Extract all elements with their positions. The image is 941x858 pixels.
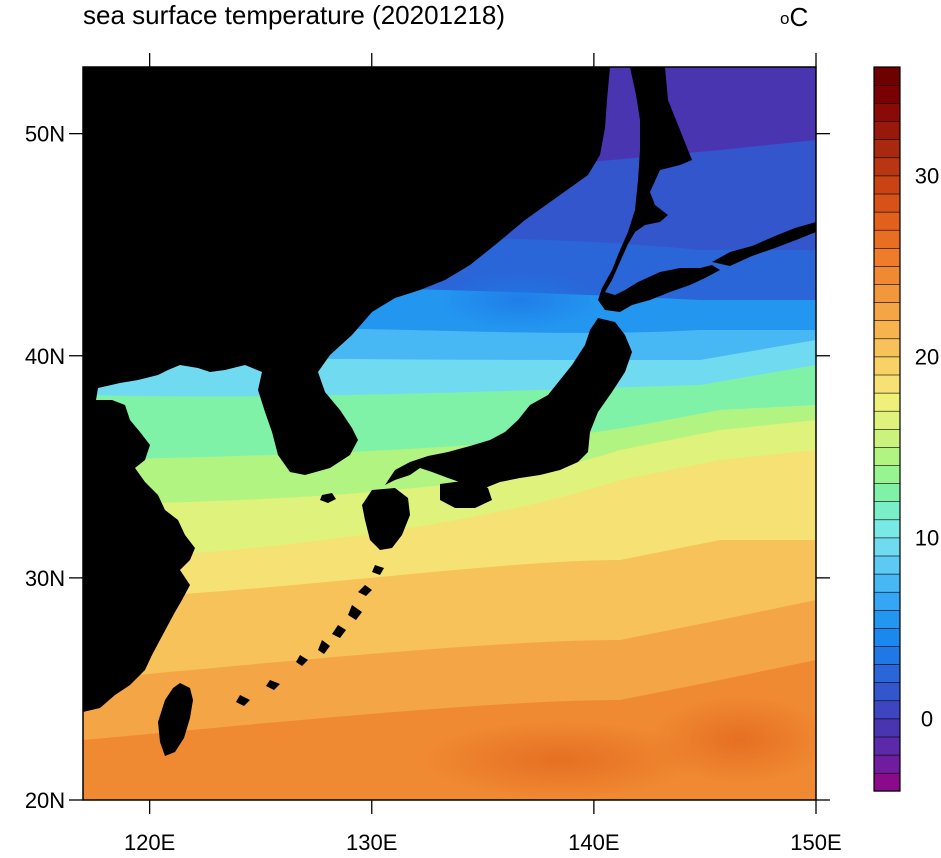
land-masses [83, 67, 816, 756]
land-ryukyu-islands [236, 565, 384, 706]
colorbar-bin [873, 374, 901, 394]
colorbar-bin [873, 627, 901, 647]
colorbar [873, 66, 901, 792]
colorbar-bin [873, 754, 901, 774]
lat-tick-label: 30N [25, 566, 65, 591]
colorbar-bin [873, 591, 901, 611]
colorbar-bin [873, 555, 901, 575]
lon-tick-label: 120E [124, 830, 175, 855]
colorbar-bin [873, 609, 901, 629]
colorbar-bin [873, 211, 901, 231]
colorbar-bin [873, 410, 901, 430]
colorbar-tick-label: 10 [915, 526, 939, 551]
colorbar-bin [873, 301, 901, 321]
colorbar-bin [873, 66, 901, 86]
lat-tick-label: 40N [25, 344, 65, 369]
colorbar-bin [873, 320, 901, 340]
land-shikoku [440, 480, 492, 508]
colorbar-bin [873, 247, 901, 267]
colorbar-bin [873, 428, 901, 448]
lon-tick-label: 150E [790, 830, 841, 855]
land-kuril-islands [712, 222, 816, 266]
latitude-axis: 20N 30N 40N 50N [25, 122, 830, 813]
colorbar-bin [873, 682, 901, 702]
colorbar-bin [873, 501, 901, 521]
colorbar-bin [873, 718, 901, 738]
colorbar-bin [873, 537, 901, 557]
colorbar-bin [873, 645, 901, 665]
land-asia-mainland [83, 67, 610, 712]
land-taiwan [158, 683, 193, 756]
colorbar-ticks: 0 10 20 30 [915, 164, 939, 732]
colorbar-bin [873, 663, 901, 683]
colorbar-bin [873, 338, 901, 358]
units-celsius: C [789, 2, 809, 32]
units-label: oC [780, 2, 808, 33]
colorbar-bin [873, 573, 901, 593]
colorbar-bin [873, 464, 901, 484]
colorbar-bin [873, 356, 901, 376]
lat-tick-label: 20N [25, 788, 65, 813]
colorbar-bin [873, 139, 901, 159]
colorbar-tick-label: 30 [915, 164, 939, 189]
colorbar-frame [873, 66, 901, 792]
lat-tick-label: 50N [25, 122, 65, 147]
lon-tick-label: 130E [346, 830, 397, 855]
land-kyushu [362, 488, 410, 550]
colorbar-bin [873, 736, 901, 756]
units-degree-symbol: o [780, 9, 790, 28]
colorbar-bin [873, 84, 901, 104]
land-honshu [385, 318, 632, 488]
colorbar-bin [873, 175, 901, 195]
colorbar-bin [873, 519, 901, 539]
colorbar-tick-label: 20 [915, 345, 939, 370]
colorbar-bin [873, 446, 901, 466]
lon-tick-label: 140E [568, 830, 619, 855]
map-frame [82, 66, 817, 801]
colorbar-bin [873, 229, 901, 249]
chart-title: sea surface temperature (20201218) [83, 0, 506, 30]
longitude-axis: 120E 130E 140E 150E [124, 53, 842, 855]
colorbar-bin [873, 102, 901, 122]
colorbar-bin [873, 392, 901, 412]
colorbar-bin [873, 482, 901, 502]
colorbar-bin [873, 193, 901, 213]
colorbar-bin [873, 700, 901, 720]
colorbar-bin [873, 121, 901, 141]
colorbar-bin [873, 157, 901, 177]
land-sakhalin-hokkaido [598, 67, 720, 312]
colorbar-bin [873, 283, 901, 303]
colorbar-tick-label: 0 [921, 707, 933, 732]
land-korea-jeju [320, 493, 336, 503]
colorbar-bin [873, 265, 901, 285]
colorbar-bin [873, 772, 901, 792]
